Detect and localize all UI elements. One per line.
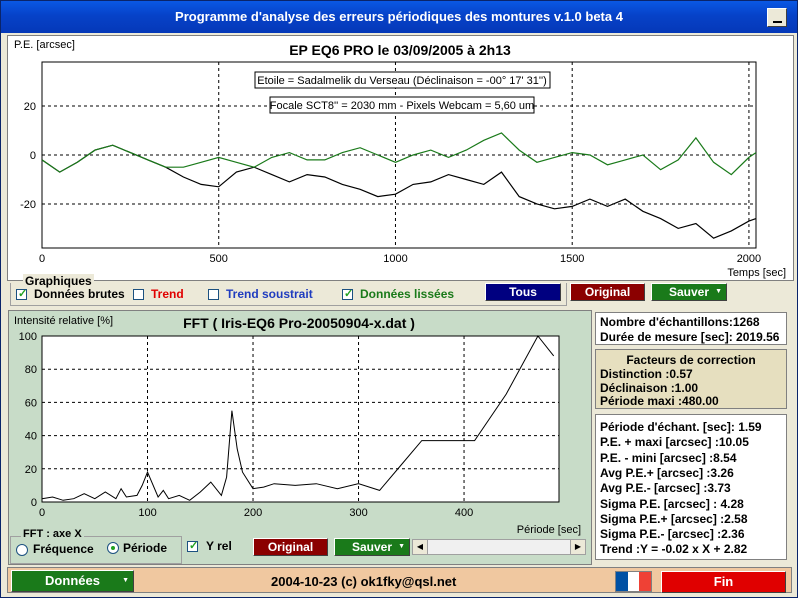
distinction-value: Distinction :0.57 [600,367,693,381]
donnees-button[interactable]: Données ▼ [11,570,134,592]
scroll-left-icon[interactable]: ◀ [413,540,428,554]
optics-annotation: Focale SCT8'' = 2030 mm - Pixels Webcam … [270,100,534,112]
title-bar: Programme d'analyse des erreurs périodiq… [1,1,797,33]
fft-x-tick: 0 [39,507,45,519]
cb-trend-subtracted-label: Trend soustrait [226,287,313,301]
pe-chart: 0 500 1000 1500 2000 20 0 -20 P.E. [arcsec] EP … [14,39,786,279]
pe-y-tick: 0 [30,150,36,162]
fft-xlabel: Période [sec] [517,524,581,536]
star-annotation: Etoile = Sadalmelik du Verseau (Déclinai… [257,75,547,87]
check-icon: ✓ [189,540,199,552]
fin-button[interactable]: Fin [661,571,786,593]
pe-xlabel: Temps [sec] [727,267,786,279]
fft-axis-group [10,536,182,564]
sauver-button-fft[interactable]: Sauver ▼ [334,538,410,556]
cb-raw-data-label: Données brutes [34,287,125,301]
fft-y-tick: 60 [25,397,37,409]
fft-scrollbar[interactable]: ◀ ▶ [412,539,586,555]
minimize-button[interactable] [767,8,787,27]
sigma-pe: Sigma P.E. [arcsec] : 4.28 [600,497,744,511]
scroll-right-icon[interactable]: ▶ [570,540,585,554]
graphiques-group [10,283,567,306]
radio-periode-label: Période [123,541,168,555]
pe-chart-title: EP EQ6 PRO le 03/09/2005 à 2h13 [289,42,511,58]
sigma-pe-minus: Sigma P.E.- [arcsec] :2.36 [600,527,745,541]
dropdown-arrow-icon: ▼ [715,288,722,295]
window-title: Programme d'analyse des erreurs périodiq… [175,9,623,24]
pe-smoothed-series-line [41,132,757,176]
check-icon: ✓ [18,288,28,300]
original-button-top[interactable]: Original [570,283,645,301]
star-annotation-box [254,71,551,89]
fft-chart-title: FFT ( Iris-EQ6 Pro-20050904-x.dat ) [183,315,415,331]
pe-min: P.E. - mini [arcsec] :8.54 [600,451,737,465]
fft-x-tick: 200 [244,507,262,519]
radio-frequence-label: Fréquence [33,542,94,556]
fft-axis-label: FFT : axe X [21,528,84,540]
dropdown-arrow-icon: ▼ [398,543,405,550]
fft-y-tick: 0 [31,497,37,509]
avg-pe-plus: Avg P.E.+ [arcsec] :3.26 [600,466,734,480]
measure-duration: Durée de mesure [sec]: 2019.56 [600,330,780,344]
radio-periode[interactable] [107,542,119,554]
pe-x-tick: 1500 [560,253,584,265]
cb-smoothed-data[interactable]: ✓ [342,288,354,300]
pe-y-tick: -20 [20,199,36,211]
sigma-pe-plus: Sigma P.E.+ [arcsec] :2.58 [600,512,748,526]
pe-ylabel: P.E. [arcsec] [14,39,75,51]
sample-period: Période d'échant. [sec]: 1.59 [600,420,762,434]
dropdown-arrow-icon: ▼ [122,577,129,584]
cb-trend-subtracted[interactable] [208,289,219,300]
samples-count: Nombre d'échantillons:1268 [600,315,760,329]
credits-text: 2004-10-23 (c) ok1fky@qsl.net [271,574,457,589]
original-button-fft[interactable]: Original [253,538,328,556]
tous-button[interactable]: Tous [485,283,561,301]
cb-yrel[interactable]: ✓ [187,540,199,552]
pe-x-tick: 0 [39,253,45,265]
french-flag-icon[interactable] [615,571,652,592]
graphiques-label: Graphiques [23,274,94,288]
donnees-label: Données [45,573,100,588]
cb-raw-data[interactable]: ✓ [16,288,28,300]
fft-y-tick: 40 [25,431,37,443]
pe-x-tick: 2000 [737,253,761,265]
correction-box: Facteurs de correction Distinction :0.57… [595,349,787,409]
cb-yrel-label: Y rel [206,539,232,553]
fft-ylabel: Intensité relative [%] [14,315,113,327]
pe-chart-panel: 0 500 1000 1500 2000 20 0 -20 P.E. [arcsec] EP … [7,35,794,281]
avg-pe-minus: Avg P.E.- [arcsec] :3.73 [600,481,731,495]
optics-annotation-box [269,96,535,114]
samples-info-box: Nombre d'échantillons:1268 Durée de mesu… [595,312,787,345]
declinaison-value: Déclinaison :1.00 [600,381,699,395]
radio-frequence[interactable] [16,544,28,556]
sauver-label: Sauver [668,285,710,299]
correction-title: Facteurs de correction [626,353,756,367]
fft-x-tick: 100 [138,507,156,519]
sauver-fft-label: Sauver [351,540,393,554]
fft-panel: 0 100 200 300 400 100 80 60 40 20 0 Intensité rela… [8,310,592,565]
minimize-icon [773,21,782,23]
pe-x-tick: 1000 [383,253,407,265]
fft-series-line [41,335,555,501]
cb-smoothed-data-label: Données lissées [360,287,455,301]
radio-selected-dot [111,546,115,550]
fft-x-tick: 400 [455,507,473,519]
sauver-button-top[interactable]: Sauver ▼ [651,283,727,301]
fft-y-tick: 80 [25,364,37,376]
pe-max: P.E. + maxi [arcsec] :10.05 [600,435,749,449]
fft-x-tick: 300 [349,507,367,519]
fft-y-tick: 100 [19,331,37,343]
trend-equation: Trend :Y = -0.02 x X + 2.82 [600,542,748,556]
cb-trend-label: Trend [151,287,184,301]
periode-maxi-value: Période maxi :480.00 [600,394,719,408]
fft-y-tick: 20 [25,464,37,476]
cb-trend[interactable] [133,289,144,300]
pe-y-tick: 20 [24,101,36,113]
check-icon: ✓ [344,288,354,300]
pe-x-tick: 500 [210,253,228,265]
stats-box: Période d'échant. [sec]: 1.59 P.E. + max… [595,414,787,560]
